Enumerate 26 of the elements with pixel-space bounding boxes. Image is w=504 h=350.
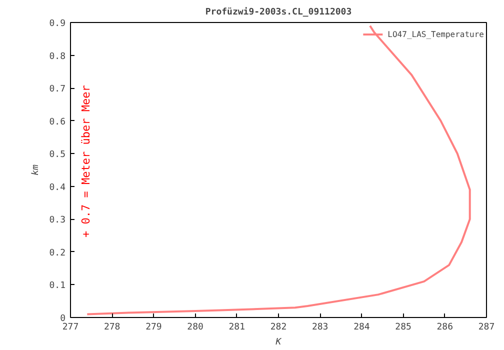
- x-tick-label: 283: [312, 322, 328, 332]
- annotation: + 0.7 = Meter über Meer: [80, 84, 92, 238]
- y-tick-label: 0.9: [49, 19, 66, 29]
- y-tick-label: 0.8: [49, 52, 66, 62]
- y-tick-label: 0.2: [49, 248, 66, 258]
- y-tick-label: 0.3: [49, 216, 66, 226]
- x-tick-label: 284: [354, 322, 370, 332]
- x-tick-label: 279: [146, 322, 162, 332]
- x-tick-label: 281: [228, 322, 246, 332]
- y-tick-label: 0.1: [49, 281, 66, 292]
- x-tick-label: 285: [395, 322, 412, 332]
- y-tick-label: 0.7: [49, 84, 66, 95]
- x-tick-label: 282: [270, 322, 287, 332]
- y-tick-label: 0.5: [49, 150, 66, 160]
- x-tick-label: 286: [436, 322, 454, 332]
- x-tick-label: 278: [104, 322, 120, 332]
- x-tick-label: 287: [478, 322, 495, 332]
- y-tick-label: 0.6: [49, 117, 66, 128]
- x-tick-label: 277: [62, 322, 79, 332]
- y-tick-label: 0.4: [49, 182, 66, 193]
- y-axis-title: km: [31, 164, 42, 176]
- x-tick-label: 280: [187, 322, 204, 332]
- chart-title: Profüzwi9-2003s.CL_09112003: [205, 6, 352, 18]
- legend-label: LO47_LAS_Temperature: [388, 30, 484, 38]
- x-axis-title: K: [274, 338, 282, 348]
- y-tick-label: 0: [60, 314, 66, 324]
